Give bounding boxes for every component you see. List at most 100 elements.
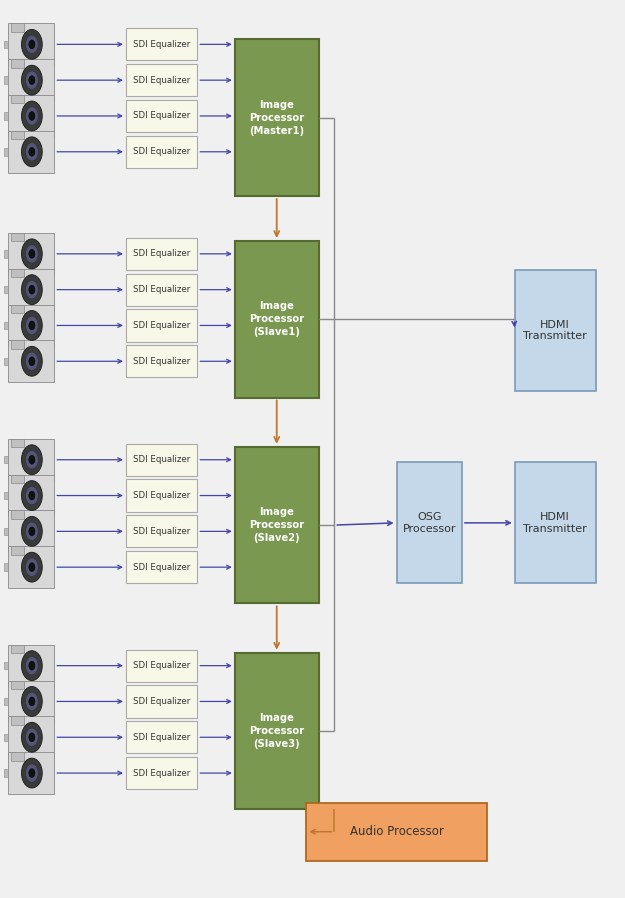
Bar	[4, 734, 8, 741]
Text: SDI Equalizer: SDI Equalizer	[133, 111, 190, 120]
Bar	[126, 136, 198, 168]
Bar	[8, 546, 54, 588]
Bar	[8, 510, 54, 552]
Text: SDI Equalizer: SDI Equalizer	[133, 697, 190, 706]
Bar	[8, 753, 54, 794]
Circle shape	[21, 239, 42, 269]
Text: Audio Processor: Audio Processor	[349, 825, 444, 838]
Bar	[126, 274, 198, 305]
Bar	[4, 770, 8, 777]
Text: Image
Processor
(Slave1): Image Processor (Slave1)	[249, 301, 304, 338]
Text: HDMI
Transmitter: HDMI Transmitter	[523, 320, 587, 341]
Bar	[126, 480, 198, 512]
Text: HDMI
Transmitter: HDMI Transmitter	[523, 512, 587, 533]
Bar	[4, 112, 8, 119]
Circle shape	[29, 75, 35, 84]
Circle shape	[26, 558, 38, 577]
Circle shape	[21, 651, 42, 681]
Circle shape	[26, 522, 38, 541]
Bar	[306, 803, 487, 861]
Bar	[126, 345, 198, 377]
Circle shape	[21, 480, 42, 510]
Circle shape	[26, 143, 38, 161]
Circle shape	[21, 66, 42, 95]
Circle shape	[29, 697, 35, 706]
Circle shape	[21, 516, 42, 546]
Bar	[4, 528, 8, 535]
Circle shape	[26, 35, 38, 54]
Bar	[126, 685, 198, 718]
Bar	[11, 340, 24, 348]
Bar	[8, 95, 54, 136]
Circle shape	[29, 527, 35, 536]
Text: Image
Processor
(Slave2): Image Processor (Slave2)	[249, 506, 304, 543]
Circle shape	[26, 107, 38, 125]
Bar	[8, 681, 54, 722]
Bar	[4, 662, 8, 669]
Bar	[126, 309, 198, 341]
Bar	[11, 645, 24, 653]
Text: SDI Equalizer: SDI Equalizer	[133, 357, 190, 365]
Bar	[4, 40, 8, 48]
Text: SDI Equalizer: SDI Equalizer	[133, 75, 190, 84]
Bar	[235, 40, 319, 196]
Bar	[8, 717, 54, 758]
Bar	[4, 563, 8, 571]
Bar	[515, 462, 596, 584]
Bar	[235, 653, 319, 809]
Circle shape	[21, 722, 42, 753]
Bar	[11, 510, 24, 519]
Circle shape	[29, 286, 35, 295]
Circle shape	[29, 563, 35, 572]
Text: SDI Equalizer: SDI Equalizer	[133, 250, 190, 259]
Bar	[4, 286, 8, 294]
Circle shape	[21, 136, 42, 167]
Circle shape	[29, 40, 35, 48]
Text: SDI Equalizer: SDI Equalizer	[133, 769, 190, 778]
Text: SDI Equalizer: SDI Equalizer	[133, 661, 190, 670]
Circle shape	[26, 280, 38, 299]
Text: SDI Equalizer: SDI Equalizer	[133, 40, 190, 48]
Circle shape	[21, 552, 42, 582]
Circle shape	[29, 250, 35, 259]
Circle shape	[21, 275, 42, 304]
Bar	[126, 28, 198, 60]
Bar	[515, 270, 596, 391]
Bar	[235, 241, 319, 398]
Circle shape	[26, 244, 38, 263]
Circle shape	[26, 451, 38, 469]
Text: SDI Equalizer: SDI Equalizer	[133, 563, 190, 572]
Circle shape	[29, 769, 35, 778]
Bar	[8, 23, 54, 66]
Bar	[396, 462, 462, 584]
Circle shape	[29, 491, 35, 500]
Bar	[4, 357, 8, 365]
Circle shape	[29, 661, 35, 670]
Circle shape	[26, 764, 38, 782]
Circle shape	[21, 758, 42, 788]
Circle shape	[21, 101, 42, 131]
Bar	[11, 546, 24, 555]
Bar	[4, 456, 8, 463]
Bar	[11, 717, 24, 725]
Circle shape	[29, 321, 35, 330]
Bar	[4, 251, 8, 258]
Text: SDI Equalizer: SDI Equalizer	[133, 286, 190, 295]
Bar	[8, 304, 54, 347]
Text: SDI Equalizer: SDI Equalizer	[133, 147, 190, 156]
Bar	[126, 100, 198, 132]
Bar	[11, 95, 24, 103]
Bar	[11, 59, 24, 67]
Circle shape	[21, 347, 42, 376]
Circle shape	[26, 71, 38, 90]
Circle shape	[29, 455, 35, 464]
Bar	[4, 321, 8, 330]
Circle shape	[26, 316, 38, 335]
Bar	[126, 238, 198, 270]
Bar	[11, 753, 24, 761]
Bar	[8, 59, 54, 101]
Circle shape	[29, 733, 35, 742]
Bar	[126, 757, 198, 789]
Circle shape	[29, 357, 35, 365]
Bar	[11, 304, 24, 313]
